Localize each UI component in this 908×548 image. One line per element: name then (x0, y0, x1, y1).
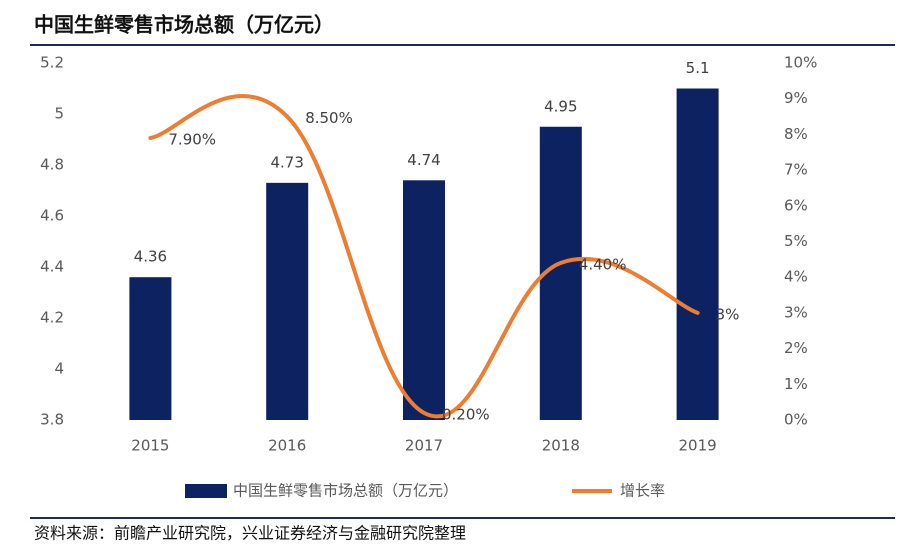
x-tick-label: 2017 (405, 437, 443, 455)
data-label: 3% (716, 305, 740, 323)
y2-tick-label: 9% (784, 89, 808, 107)
bar (266, 182, 309, 420)
data-label: 4.40% (579, 255, 627, 273)
y2-tick-label: 3% (784, 303, 808, 321)
y-tick-label: 4.2 (40, 309, 64, 327)
y2-tick-label: 0% (784, 411, 808, 429)
y-tick-label: 5 (54, 105, 64, 123)
data-label: 4.74 (407, 151, 440, 169)
y-tick-label: 4.8 (40, 156, 64, 174)
y-tick-label: 4.6 (40, 207, 64, 225)
line (148, 94, 700, 419)
y-tick-label: 3.8 (40, 411, 64, 429)
data-label: 5.1 (686, 59, 710, 77)
y2-tick-label: 2% (784, 339, 808, 357)
legend-swatch (185, 484, 227, 498)
data-label: 0.20% (442, 405, 490, 423)
bar (403, 180, 445, 420)
data-label: 4.95 (544, 97, 577, 115)
y2-tick-label: 8% (784, 125, 808, 143)
data-label: 8.50% (305, 109, 353, 127)
y2-tick-label: 5% (784, 232, 808, 250)
data-label: 4.73 (270, 153, 303, 171)
x-tick-label: 2018 (542, 437, 580, 455)
y-tick-label: 4 (54, 360, 64, 378)
data-label: 4.36 (134, 248, 167, 266)
y2-tick-label: 6% (784, 196, 808, 214)
y2-tick-label: 4% (784, 268, 808, 286)
x-tick-label: 2019 (679, 437, 717, 455)
y2-tick-label: 10% (784, 54, 817, 72)
bar (676, 88, 719, 420)
x-tick-label: 2016 (268, 437, 306, 455)
y2-tick-label: 7% (784, 161, 808, 179)
y2-tick-label: 1% (784, 375, 808, 393)
y-tick-label: 5.2 (40, 54, 64, 72)
chart-title: 中国生鲜零售市场总额（万亿元） (34, 13, 334, 37)
x-tick-label: 2015 (131, 437, 169, 455)
legend-label: 增长率 (620, 482, 665, 500)
legend-label: 中国生鲜零售市场总额（万亿元） (233, 482, 458, 500)
y-tick-label: 4.4 (40, 258, 64, 276)
bar (129, 277, 172, 420)
data-label: 7.90% (168, 130, 216, 148)
source: 资料来源：前瞻产业研究院，兴业证券经济与金融研究院整理 (34, 524, 466, 543)
